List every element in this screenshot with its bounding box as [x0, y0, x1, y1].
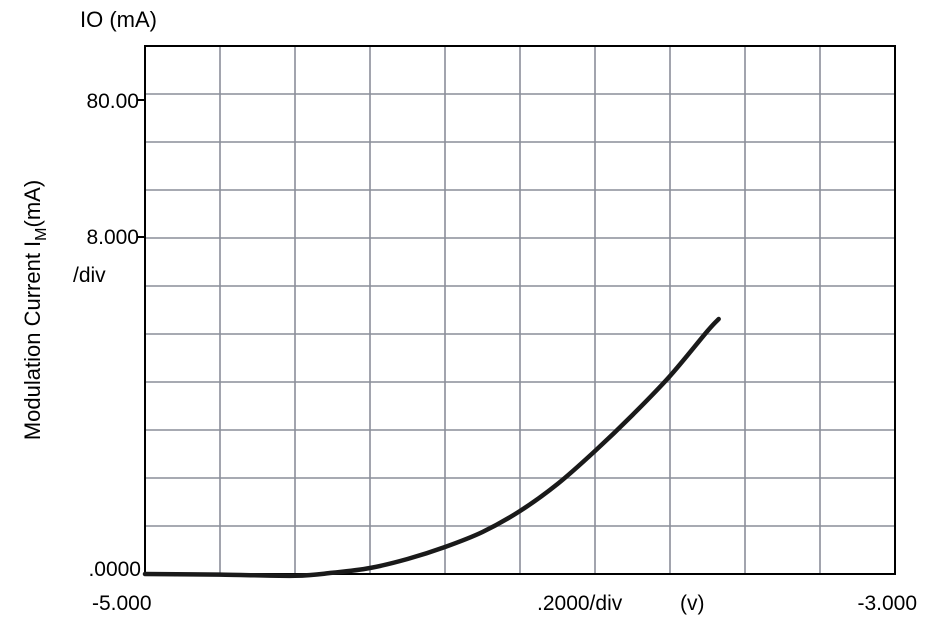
series-line-0 — [142, 316, 721, 579]
grid — [145, 46, 895, 574]
y-tick-unit: /div — [73, 264, 106, 287]
x-tick-label-left: -5.000 — [92, 592, 152, 615]
series-layer — [142, 316, 721, 579]
x-tick-label-center: .2000/div — [537, 592, 623, 615]
top-axis-label: IO (mA) — [80, 7, 157, 32]
plot-frame — [144, 45, 896, 575]
x-tick-label-right: -3.000 — [857, 592, 917, 615]
y-tick-label-mid: 8.000 — [86, 226, 139, 249]
y-axis-title: Modulation Current IM(mA) — [20, 180, 50, 440]
y-tick-label-bottom: .0000 — [88, 558, 141, 581]
y-axis-title-main: Modulation Current I — [20, 241, 45, 440]
y-tick-label-top: 80.00 — [86, 90, 139, 113]
x-axis-unit: (v) — [680, 592, 705, 615]
y-axis-title-suffix: (mA) — [20, 180, 45, 228]
y-axis-title-subscript: M — [33, 228, 50, 241]
